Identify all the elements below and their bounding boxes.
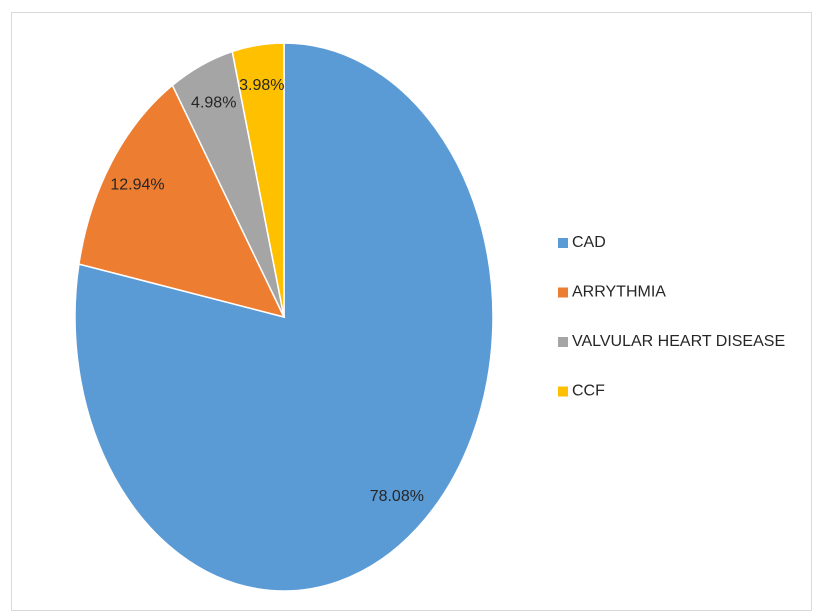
data-label: 12.94% — [110, 177, 164, 194]
legend-swatch — [558, 287, 568, 298]
pie-slice — [74, 42, 494, 592]
data-label: 3.98% — [239, 77, 284, 94]
legend-swatch — [558, 386, 568, 397]
data-label: 78.08% — [370, 488, 424, 505]
legend-swatch — [558, 238, 568, 248]
data-label: 4.98% — [191, 94, 236, 111]
pie-slice — [78, 84, 286, 319]
legend-label: CCF — [572, 383, 605, 400]
legend-label: VALVULAR HEART DISEASE — [572, 333, 785, 350]
legend-label: CAD — [572, 234, 606, 251]
pie-slice — [231, 42, 285, 318]
legend-swatch — [558, 337, 568, 347]
legend-label: ARRYTHMIA — [572, 284, 666, 301]
